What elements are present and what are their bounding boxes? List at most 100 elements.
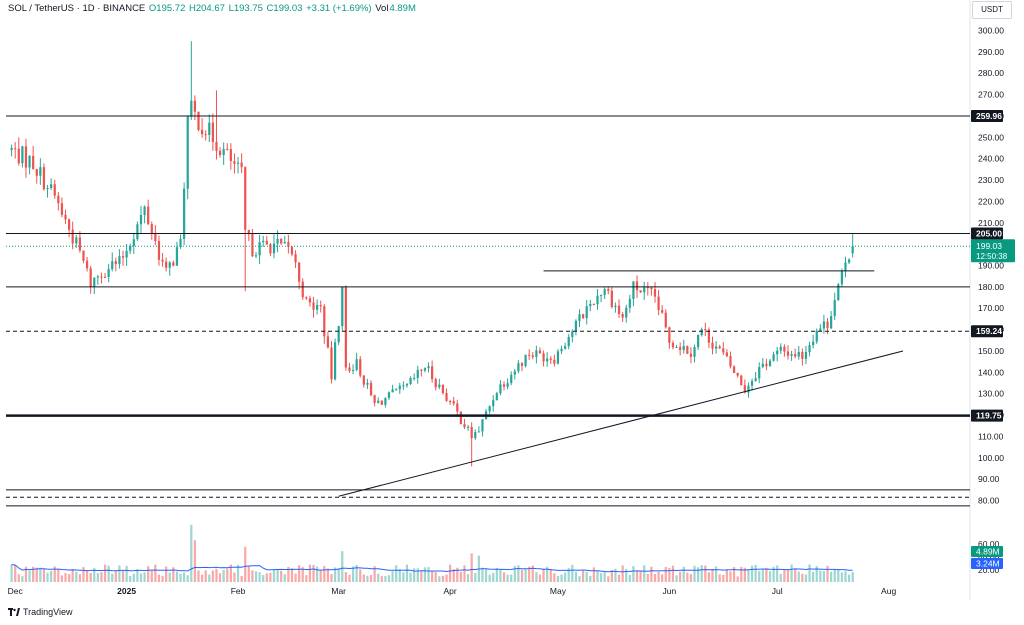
volume-bar <box>499 569 502 582</box>
candle-body <box>474 432 477 439</box>
volume-bar <box>632 566 635 582</box>
volume-bar <box>344 571 347 582</box>
time-tick-label: 2025 <box>117 586 136 596</box>
volume-bar <box>129 575 132 582</box>
candle <box>520 362 524 372</box>
candle <box>211 113 214 151</box>
candle-body <box>369 382 373 396</box>
candle <box>510 371 513 386</box>
candle-body <box>333 342 337 380</box>
price-tick-label: 290.00 <box>978 47 1004 57</box>
candle-body <box>765 363 768 367</box>
candle <box>664 309 667 329</box>
volume-bar <box>50 570 53 582</box>
candle <box>265 235 268 246</box>
candle-body <box>387 392 391 398</box>
candle <box>10 144 13 157</box>
candle-body <box>179 238 182 248</box>
volume-bar <box>75 571 78 582</box>
candle-body <box>186 116 189 189</box>
candle <box>675 344 678 349</box>
level-badge <box>971 325 1003 338</box>
candle-body <box>265 240 268 245</box>
candle <box>596 289 599 310</box>
candle-body <box>423 368 427 371</box>
candle <box>474 429 477 441</box>
volume-bar <box>707 572 711 582</box>
candle <box>603 287 606 299</box>
candle <box>111 252 114 272</box>
candle <box>405 383 409 388</box>
candle <box>172 260 175 267</box>
candle-body <box>197 111 200 130</box>
candle-body <box>495 393 498 401</box>
price-tick-label: 100.00 <box>978 453 1004 463</box>
volume-bar <box>28 570 31 582</box>
volume-bar <box>474 572 477 582</box>
volume-bar <box>625 569 628 582</box>
candle <box>632 281 635 307</box>
candle <box>643 281 646 300</box>
volume-bar <box>161 575 164 582</box>
candle-body <box>621 313 624 318</box>
candle <box>218 147 222 158</box>
volume-bar <box>179 573 182 582</box>
candle-body <box>211 122 214 142</box>
volume-bar <box>528 566 531 582</box>
volume-bar <box>621 565 624 582</box>
candle <box>326 331 330 349</box>
candle-body <box>405 383 409 386</box>
volume-bar <box>463 565 466 582</box>
candle <box>423 367 427 373</box>
volume-bar <box>750 565 754 582</box>
candle <box>308 295 312 307</box>
candle-body <box>546 358 549 362</box>
volume-bar <box>337 568 340 582</box>
candle <box>617 299 621 318</box>
volume-bar <box>819 570 822 582</box>
symbol-label[interactable]: SOL / TetherUS · 1D · BINANCE <box>8 3 146 14</box>
volume-bar <box>294 573 297 582</box>
candle-body <box>815 330 818 342</box>
candle <box>24 138 28 178</box>
volume-bar <box>484 569 488 582</box>
time-axis[interactable]: Dec 2025 Feb Mar Apr May Jun Jul Aug <box>8 586 897 596</box>
time-tick-label: Jun <box>663 586 677 596</box>
candle <box>790 350 793 361</box>
candle-body <box>283 241 286 244</box>
volume-bar <box>351 566 355 582</box>
candle <box>355 352 358 372</box>
tradingview-wordmark: TradingView <box>23 607 73 617</box>
volume-bar <box>168 572 171 582</box>
volume-bar <box>535 572 538 582</box>
candle <box>157 235 161 266</box>
volume-bar <box>125 565 128 582</box>
candle <box>697 334 700 351</box>
candle <box>139 205 143 234</box>
candle-body <box>323 306 326 337</box>
volume-bar <box>215 568 218 582</box>
volume-bar <box>804 574 808 582</box>
candle <box>517 360 520 374</box>
volume-tick-label: 60.00 <box>978 539 1000 549</box>
candle <box>776 346 779 362</box>
candle <box>639 290 642 294</box>
current-price-badge <box>971 239 1015 263</box>
candle-body <box>305 297 308 299</box>
candle-body <box>136 224 139 240</box>
volume-bar <box>218 573 222 582</box>
currency-button[interactable]: USDT <box>972 1 1012 19</box>
candle <box>114 257 117 272</box>
volume-bar <box>840 572 844 582</box>
candle-body <box>510 374 513 384</box>
price-tick-label: 240.00 <box>978 154 1004 164</box>
candle-body <box>118 256 121 265</box>
candle <box>714 341 718 354</box>
tradingview-logo[interactable]: TradingView <box>8 607 73 617</box>
candle <box>402 381 405 390</box>
candle <box>650 286 653 296</box>
candle-body <box>100 276 103 278</box>
candle-body <box>650 287 653 290</box>
current-price-label: 199.03 <box>976 241 1002 251</box>
